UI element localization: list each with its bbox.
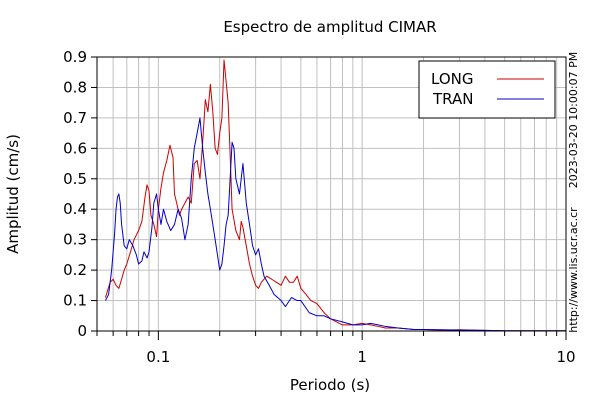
plot-frame <box>96 56 567 332</box>
x-tick-label: 10 <box>556 348 575 366</box>
legend-label-long: LONG <box>431 70 473 88</box>
x-axis-label: Periodo (s) <box>290 376 370 394</box>
y-tick-label: 0.9 <box>63 48 87 66</box>
y-tick-label: 0.3 <box>63 231 87 249</box>
legend: LONG TRAN <box>418 60 556 119</box>
y-tick-label: 0.5 <box>63 170 87 188</box>
y-tick-label: 0.6 <box>63 139 87 157</box>
series-lines <box>104 59 566 332</box>
legend-box <box>418 60 556 119</box>
series-line-long <box>104 59 566 332</box>
axis-ticks <box>91 56 567 340</box>
tick-labels: 0 0.1 0.2 0.3 0.4 0.5 0.6 0.7 0.8 0.9 0.1 1 10 <box>63 48 575 366</box>
y-tick-label: 0.7 <box>63 109 87 127</box>
x-tick-label: 0.1 <box>146 348 170 366</box>
timestamp-label: 2023-03-20 10:00:07 PM <box>567 52 580 188</box>
series-line-tran <box>104 117 566 332</box>
legend-label-tran: TRAN <box>432 90 473 108</box>
y-tick-label: 0 <box>77 322 87 340</box>
url-label: http://www.lis.ucr.ac.cr <box>567 207 580 333</box>
chart-title: Espectro de amplitud CIMAR <box>223 18 436 36</box>
x-tick-label: 1 <box>357 348 367 366</box>
y-tick-label: 0.4 <box>63 200 87 218</box>
y-axis-label: Amplitud (cm/s) <box>4 134 22 254</box>
y-tick-label: 0.1 <box>63 292 87 310</box>
y-tick-label: 0.8 <box>63 78 87 96</box>
y-tick-label: 0.2 <box>63 261 87 279</box>
